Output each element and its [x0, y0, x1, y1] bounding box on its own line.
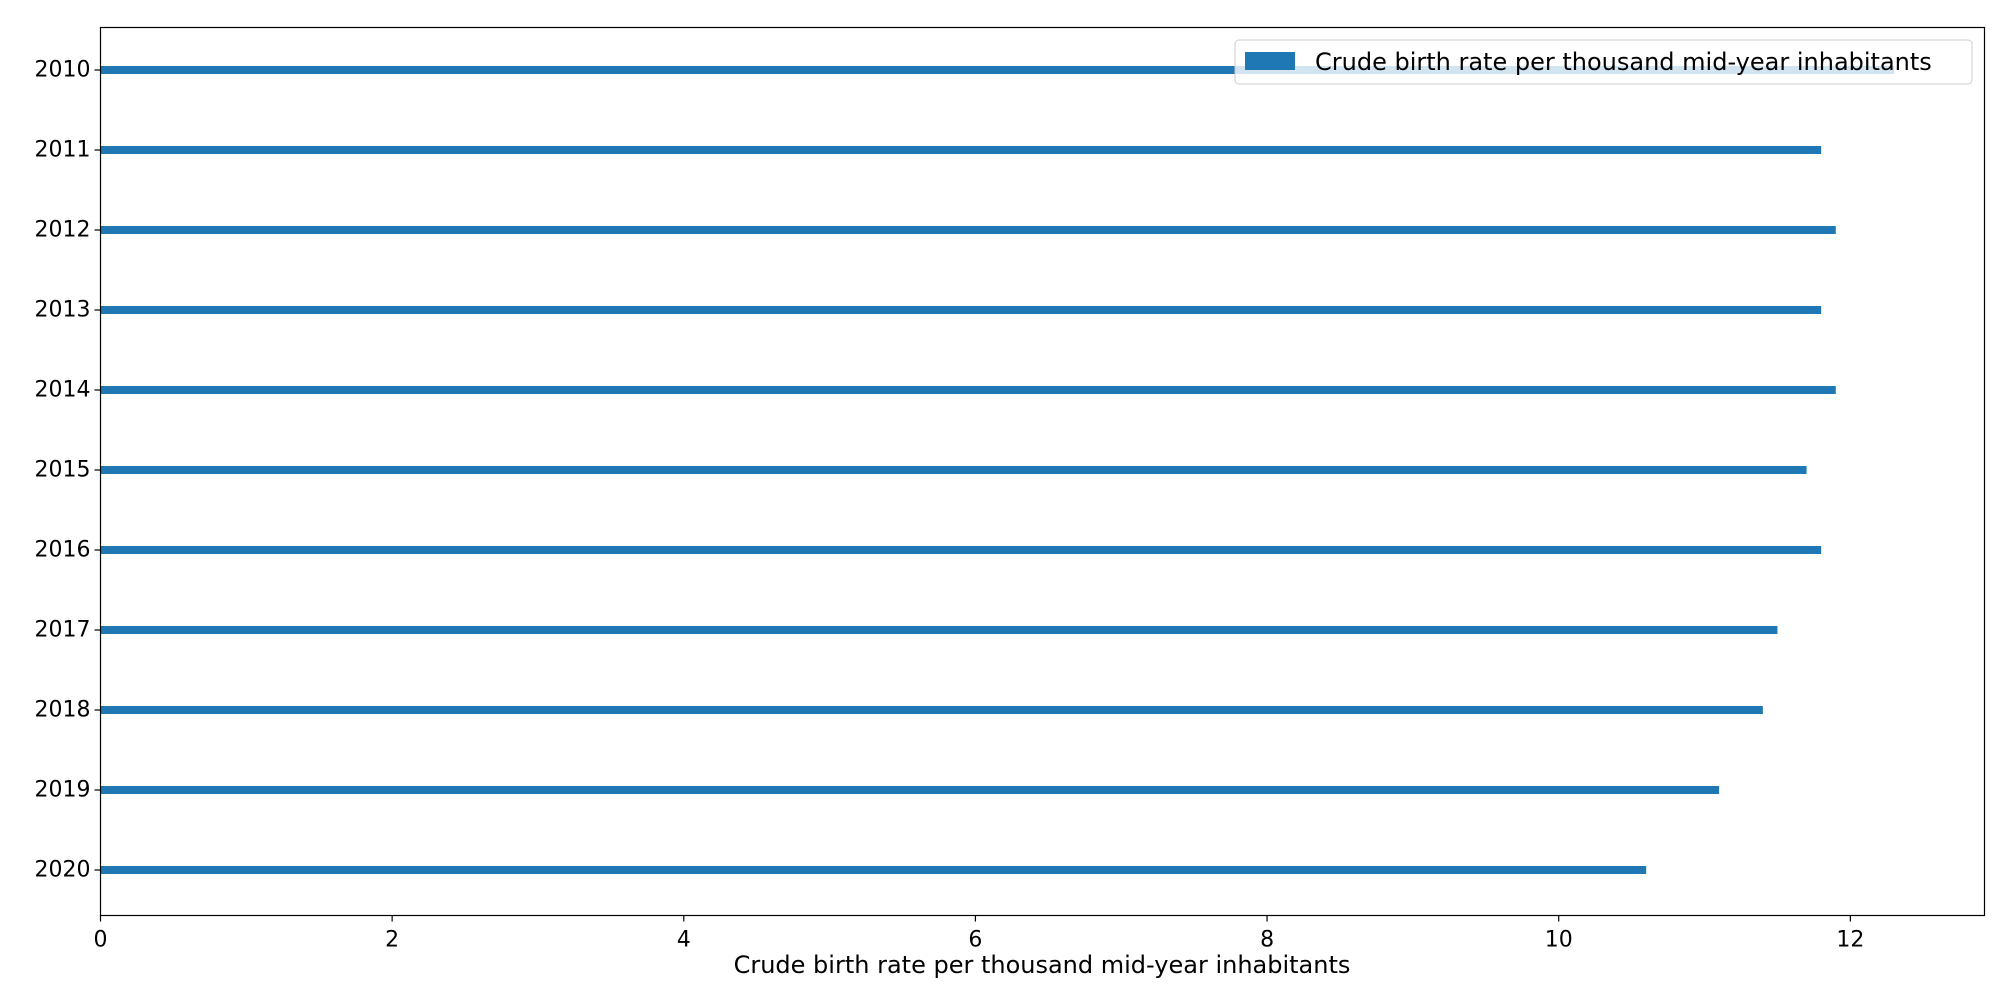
bar-2019 [100, 786, 1720, 794]
bar-2016 [100, 546, 1822, 554]
legend: Crude birth rate per thousand mid-year i… [1234, 39, 1973, 85]
bar-2020 [100, 866, 1647, 874]
x-tick-label-10: 10 [1545, 928, 1573, 953]
bar-2017 [100, 626, 1778, 634]
bar-2010 [100, 66, 1895, 74]
y-tick-label-2018: 2018 [35, 698, 91, 723]
x-axis-ticks: 0 2 4 6 8 10 12 [94, 915, 1864, 953]
y-tick-label-2014: 2014 [35, 378, 91, 403]
y-tick-label-2016: 2016 [35, 538, 91, 563]
bar-2012 [100, 226, 1836, 234]
x-axis-title: Crude birth rate per thousand mid-year i… [734, 951, 1351, 979]
bar-2018 [100, 706, 1763, 714]
bars-group [100, 66, 1895, 874]
x-tick-label-8: 8 [1260, 928, 1274, 953]
x-tick-label-0: 0 [94, 928, 108, 953]
x-tick-label-6: 6 [968, 928, 982, 953]
legend-box [1234, 39, 1973, 85]
y-tick-label-2015: 2015 [35, 458, 91, 483]
x-tick-label-2: 2 [385, 928, 399, 953]
y-axis-ticks: 2010 2011 2012 2013 2014 2015 2016 2017 2018 2019… [35, 58, 101, 883]
x-tick-label-4: 4 [677, 928, 691, 953]
bar-2014 [100, 386, 1836, 394]
y-tick-label-2010: 2010 [35, 58, 91, 83]
y-tick-label-2017: 2017 [35, 618, 91, 643]
y-tick-label-2020: 2020 [35, 858, 91, 883]
y-tick-label-2019: 2019 [35, 778, 91, 803]
y-tick-label-2011: 2011 [35, 138, 91, 163]
y-tick-label-2012: 2012 [35, 218, 91, 243]
plot-frame [99, 26, 1986, 917]
legend-swatch [1245, 52, 1295, 70]
y-tick-label-2013: 2013 [35, 298, 91, 323]
bar-2011 [100, 146, 1822, 154]
bar-2013 [100, 306, 1822, 314]
x-tick-label-12: 12 [1836, 928, 1864, 953]
legend-entry-label: Crude birth rate per thousand mid-year i… [1315, 48, 1932, 76]
bar-2015 [100, 466, 1807, 474]
